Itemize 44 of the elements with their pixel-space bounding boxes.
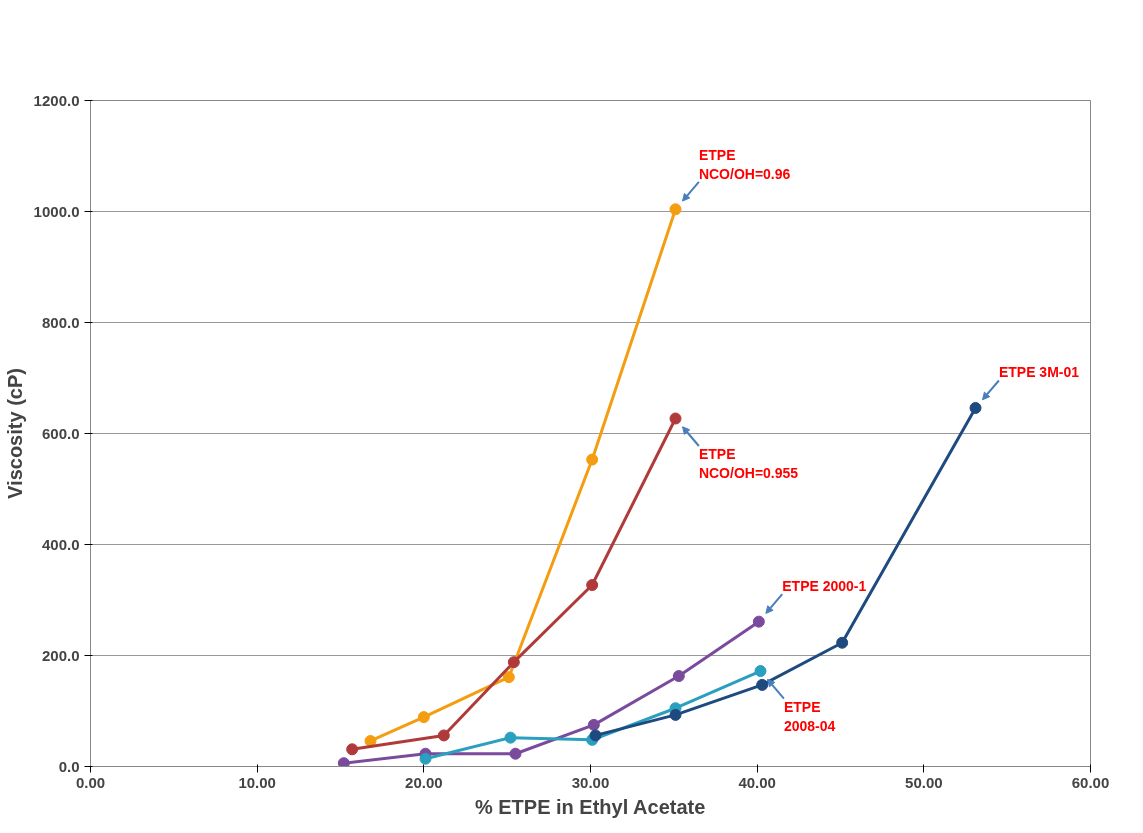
point — [754, 665, 767, 678]
x-tick-label: 0.00 — [75, 773, 106, 791]
x-tick-label: 20.00 — [405, 773, 443, 791]
point — [752, 615, 765, 628]
y-axis-title: Viscosity (cP) — [3, 368, 26, 499]
point — [502, 671, 515, 684]
annotation: ETPE NCO/OH=0.96 — [698, 146, 791, 182]
x-tick-label: 50.00 — [905, 773, 943, 791]
point — [419, 752, 432, 765]
point — [836, 636, 849, 649]
x-tick-label: 30.00 — [571, 773, 610, 791]
point — [672, 670, 685, 683]
point — [417, 711, 430, 724]
annotation: ETPE 2008-04 — [783, 698, 836, 734]
y-tick-label: 800.0 — [41, 313, 80, 331]
point — [507, 656, 520, 669]
annotation: ETPE NCO/OH=0.955 — [698, 446, 799, 482]
x-tick-label: 40.00 — [738, 773, 776, 791]
y-tick-label: 0.0 — [58, 757, 80, 775]
point — [364, 734, 377, 747]
point — [346, 743, 359, 756]
y-tick-label: 200.0 — [41, 646, 80, 664]
point — [587, 718, 600, 731]
point — [589, 729, 602, 742]
point — [756, 678, 769, 691]
y-tick-label: 600.0 — [41, 424, 80, 442]
point — [509, 747, 522, 760]
point — [504, 731, 517, 744]
y-tick-label: 400.0 — [41, 535, 80, 553]
x-tick-label: 60.00 — [1071, 773, 1110, 791]
point — [437, 729, 450, 742]
y-tick-label: 1200.0 — [33, 91, 80, 109]
point — [669, 203, 682, 216]
point — [337, 757, 350, 767]
annotation: ETPE 3M-01 — [998, 364, 1080, 381]
x-axis-title: % ETPE in Ethyl Acetate — [474, 795, 706, 818]
x-tick-label: 10.00 — [238, 773, 276, 791]
point — [669, 412, 682, 425]
point — [669, 708, 682, 721]
annotation: ETPE 2000-1 — [782, 578, 867, 595]
point — [586, 453, 599, 466]
y-tick-label: 1000.0 — [33, 202, 80, 220]
point — [969, 401, 982, 414]
point — [586, 579, 599, 591]
